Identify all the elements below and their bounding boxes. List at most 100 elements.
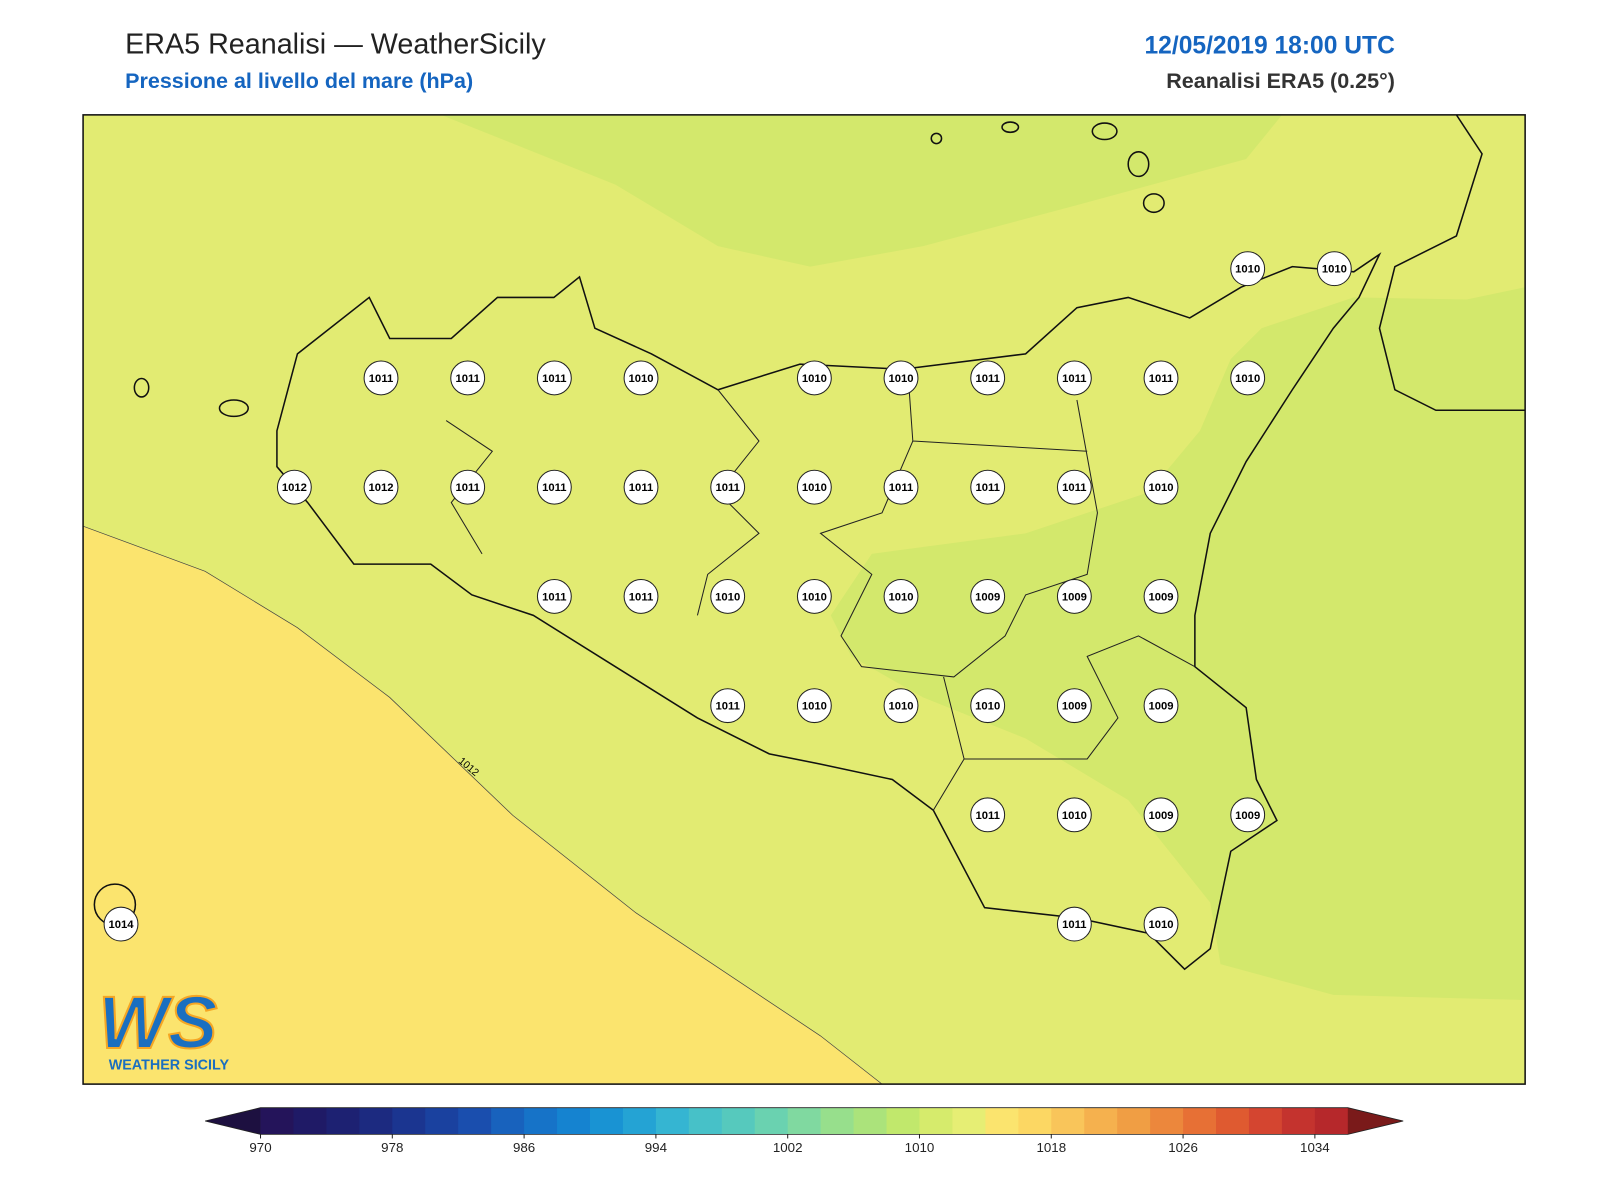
station-marker — [883, 360, 919, 396]
station-value: 1011 — [1062, 482, 1086, 494]
colorbar-tick-label: 1002 — [773, 1140, 803, 1155]
colorbar-box — [326, 1107, 360, 1135]
station-marker — [796, 360, 832, 396]
colorbar-box — [721, 1107, 756, 1135]
coastline — [276, 252, 1382, 971]
station-value: 1011 — [1062, 373, 1086, 385]
station-value: 1010 — [1062, 810, 1087, 822]
station-value: 1011 — [715, 482, 739, 494]
colorbar-tick-label: 1010 — [905, 1140, 935, 1155]
station-value: 1011 — [975, 810, 999, 822]
station-marker — [970, 797, 1006, 833]
colorbar-box — [985, 1107, 1019, 1135]
colorbar-box — [590, 1107, 624, 1135]
colorbar-under — [205, 1107, 261, 1135]
island — [218, 399, 249, 418]
station-value: 1012 — [282, 482, 307, 494]
station-marker — [1143, 469, 1179, 505]
station-value: 1009 — [1062, 701, 1087, 713]
station-marker — [450, 469, 486, 505]
station-value: 1011 — [1062, 919, 1086, 931]
station-marker — [1143, 906, 1179, 942]
station-value: 1014 — [108, 919, 134, 931]
station-marker — [970, 469, 1006, 505]
station-value: 1010 — [802, 591, 827, 603]
colorbar-box — [1314, 1107, 1349, 1135]
colorbar-box — [787, 1107, 822, 1135]
station-value: 1009 — [975, 591, 1000, 603]
station-value: 1011 — [975, 482, 999, 494]
island — [1142, 193, 1165, 214]
colorbar-tick-label: 978 — [381, 1140, 403, 1155]
station-marker — [623, 469, 659, 505]
station-marker — [1316, 251, 1352, 287]
colorbar-box — [260, 1107, 294, 1135]
station-marker — [710, 688, 746, 724]
colorbar-box — [557, 1107, 591, 1135]
station-marker — [883, 578, 919, 614]
station-marker — [363, 360, 399, 396]
station-marker — [623, 360, 659, 396]
station-value: 1011 — [629, 482, 653, 494]
colorbar: 970 978 986 994 1002 1010 1018 1026 1034 — [205, 1107, 1404, 1155]
station-value: 1010 — [1148, 482, 1173, 494]
station-marker — [1230, 797, 1266, 833]
logo-text: WEATHER SICILY — [109, 1058, 230, 1074]
source: Reanalisi ERA5 (0.25°) — [1166, 69, 1395, 93]
colorbar-box — [820, 1107, 855, 1135]
station-value: 1010 — [1148, 919, 1173, 931]
colorbar-box — [458, 1107, 492, 1135]
title: ERA5 Reanalisi — WeatherSicily — [125, 28, 546, 60]
coastline — [1378, 114, 1526, 412]
colorbar-box — [1281, 1107, 1316, 1135]
station-value: 1009 — [1148, 591, 1173, 603]
station-value: 1011 — [542, 482, 566, 494]
station-value: 1010 — [802, 482, 827, 494]
colorbar-box — [919, 1107, 953, 1135]
colorbar-box — [754, 1107, 789, 1135]
station-marker — [1056, 578, 1092, 614]
colorbar-box — [688, 1107, 723, 1135]
station-value: 1009 — [1148, 810, 1173, 822]
subtitle: Pressione al livello del mare (hPa) — [125, 69, 473, 93]
island — [1001, 121, 1020, 134]
colorbar-box — [1150, 1107, 1184, 1135]
station-marker — [1056, 797, 1092, 833]
station-marker — [970, 688, 1006, 724]
colorbar-tick-label: 1018 — [1036, 1140, 1066, 1155]
colorbar-outline — [205, 1107, 1404, 1135]
station-value: 1010 — [715, 591, 740, 603]
station-value: 1010 — [888, 591, 913, 603]
isobar — [83, 525, 883, 1085]
island — [1127, 151, 1150, 178]
station-marker — [1143, 797, 1179, 833]
station-value: 1010 — [802, 701, 827, 713]
colorbar-box — [1018, 1107, 1052, 1135]
colorbar-tick-label: 986 — [513, 1140, 535, 1155]
colorbar-box — [622, 1107, 657, 1135]
station-value: 1009 — [1148, 701, 1173, 713]
field-1008-1010 — [830, 287, 1526, 1001]
colorbar-box — [1051, 1107, 1085, 1135]
station-value: 1010 — [888, 701, 913, 713]
station-value: 1011 — [542, 591, 566, 603]
station-marker — [1230, 251, 1266, 287]
station-value: 1011 — [629, 591, 653, 603]
colorbar-over — [1347, 1107, 1404, 1135]
colorbar-box — [886, 1107, 920, 1135]
station-marker — [796, 688, 832, 724]
station-value: 1010 — [1235, 373, 1260, 385]
station-marker — [796, 578, 832, 614]
station-marker — [1143, 578, 1179, 614]
station-marker — [276, 469, 312, 505]
colorbar-box — [524, 1107, 558, 1135]
colorbar-box — [1084, 1107, 1118, 1135]
station-marker — [1056, 906, 1092, 942]
station-value: 1010 — [1235, 264, 1260, 276]
station-value: 1011 — [715, 701, 739, 713]
station-value: 1012 — [368, 482, 393, 494]
colorbar-box — [293, 1107, 327, 1135]
station-value: 1011 — [455, 482, 479, 494]
station-marker — [883, 469, 919, 505]
